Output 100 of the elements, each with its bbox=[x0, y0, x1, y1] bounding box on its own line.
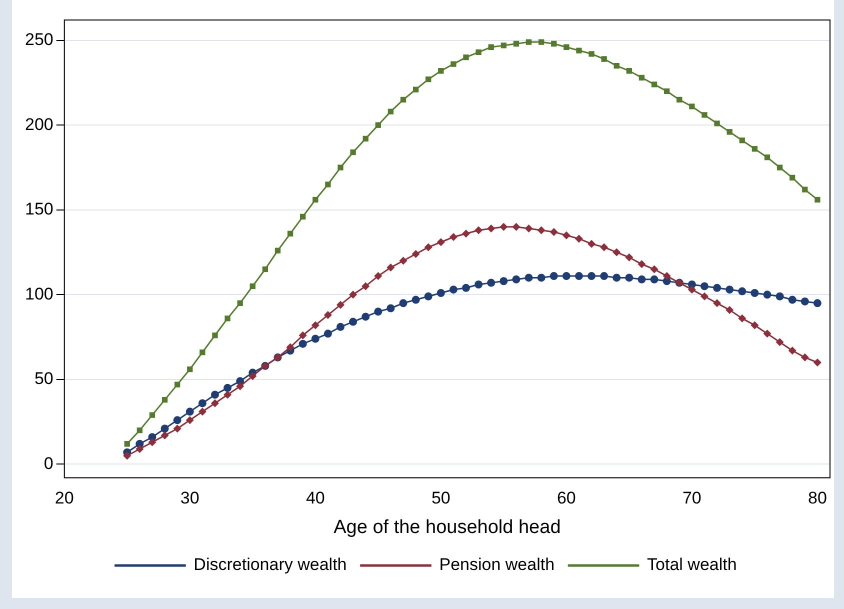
x-tick-label: 20 bbox=[54, 488, 74, 508]
point bbox=[324, 330, 332, 338]
point bbox=[336, 322, 344, 331]
point bbox=[474, 280, 483, 289]
point bbox=[136, 427, 142, 434]
point bbox=[412, 296, 420, 304]
point bbox=[212, 332, 218, 338]
y-tick-label: 0 bbox=[44, 454, 54, 473]
point bbox=[550, 228, 558, 236]
x-tick-label: 50 bbox=[431, 488, 450, 508]
point bbox=[726, 306, 734, 314]
point bbox=[651, 82, 658, 88]
legend-label: Pension wealth bbox=[439, 555, 555, 574]
point bbox=[298, 340, 307, 348]
point bbox=[438, 68, 444, 74]
point bbox=[713, 284, 722, 292]
point bbox=[300, 214, 306, 220]
point bbox=[174, 382, 180, 388]
point bbox=[788, 296, 796, 304]
point bbox=[800, 353, 809, 362]
point bbox=[625, 274, 634, 282]
point bbox=[576, 48, 582, 54]
point bbox=[600, 272, 608, 280]
point bbox=[224, 316, 230, 322]
point bbox=[813, 358, 822, 366]
point bbox=[250, 283, 256, 290]
point bbox=[650, 265, 658, 274]
point bbox=[500, 222, 508, 231]
point bbox=[224, 384, 232, 392]
point bbox=[664, 88, 670, 94]
point bbox=[198, 399, 206, 408]
point bbox=[662, 272, 671, 280]
point bbox=[488, 44, 494, 50]
point bbox=[638, 260, 646, 268]
point bbox=[512, 222, 520, 231]
point bbox=[436, 238, 445, 246]
point bbox=[388, 108, 394, 114]
point bbox=[136, 444, 144, 453]
point bbox=[626, 68, 632, 74]
point bbox=[612, 274, 621, 282]
point bbox=[814, 196, 820, 203]
point bbox=[537, 274, 546, 282]
point bbox=[349, 318, 358, 326]
point bbox=[287, 230, 294, 236]
point bbox=[449, 286, 458, 294]
point bbox=[524, 274, 533, 282]
point bbox=[386, 304, 395, 312]
point bbox=[702, 112, 708, 118]
point bbox=[311, 321, 320, 330]
point bbox=[173, 424, 182, 433]
point bbox=[186, 408, 194, 416]
point bbox=[513, 40, 520, 47]
point bbox=[739, 138, 745, 144]
point bbox=[325, 182, 331, 188]
x-axis-title: Age of the household head bbox=[334, 516, 561, 538]
point bbox=[802, 186, 808, 192]
point bbox=[638, 275, 646, 284]
point bbox=[500, 42, 506, 48]
point bbox=[210, 390, 219, 399]
point bbox=[600, 243, 608, 252]
point bbox=[700, 282, 708, 290]
point bbox=[160, 431, 169, 440]
point bbox=[474, 226, 483, 234]
point bbox=[200, 350, 206, 356]
point bbox=[312, 196, 318, 203]
point bbox=[752, 146, 758, 152]
point bbox=[487, 224, 496, 233]
point bbox=[463, 54, 469, 60]
point bbox=[338, 164, 344, 170]
point bbox=[726, 129, 732, 135]
x-tick-label: 70 bbox=[682, 488, 702, 508]
point bbox=[362, 312, 370, 321]
y-tick-label: 50 bbox=[34, 369, 54, 388]
point bbox=[738, 287, 746, 296]
point bbox=[186, 416, 194, 424]
point bbox=[162, 396, 168, 403]
point bbox=[386, 264, 395, 272]
point bbox=[588, 240, 596, 248]
point bbox=[688, 286, 696, 294]
point bbox=[123, 452, 132, 460]
point bbox=[689, 104, 695, 110]
point bbox=[311, 334, 320, 343]
point bbox=[374, 308, 382, 316]
point bbox=[324, 311, 332, 320]
point bbox=[764, 154, 770, 160]
point bbox=[763, 290, 772, 299]
legend-label: Total wealth bbox=[647, 555, 737, 574]
point bbox=[274, 248, 281, 254]
point bbox=[160, 424, 169, 433]
point bbox=[564, 44, 570, 50]
point bbox=[588, 51, 594, 57]
point bbox=[237, 300, 243, 306]
point bbox=[713, 299, 722, 308]
point bbox=[700, 292, 708, 300]
x-tick-label: 60 bbox=[556, 488, 576, 508]
point bbox=[436, 288, 445, 297]
point bbox=[462, 230, 470, 238]
point bbox=[426, 76, 432, 82]
point bbox=[638, 74, 645, 80]
point bbox=[763, 330, 772, 338]
